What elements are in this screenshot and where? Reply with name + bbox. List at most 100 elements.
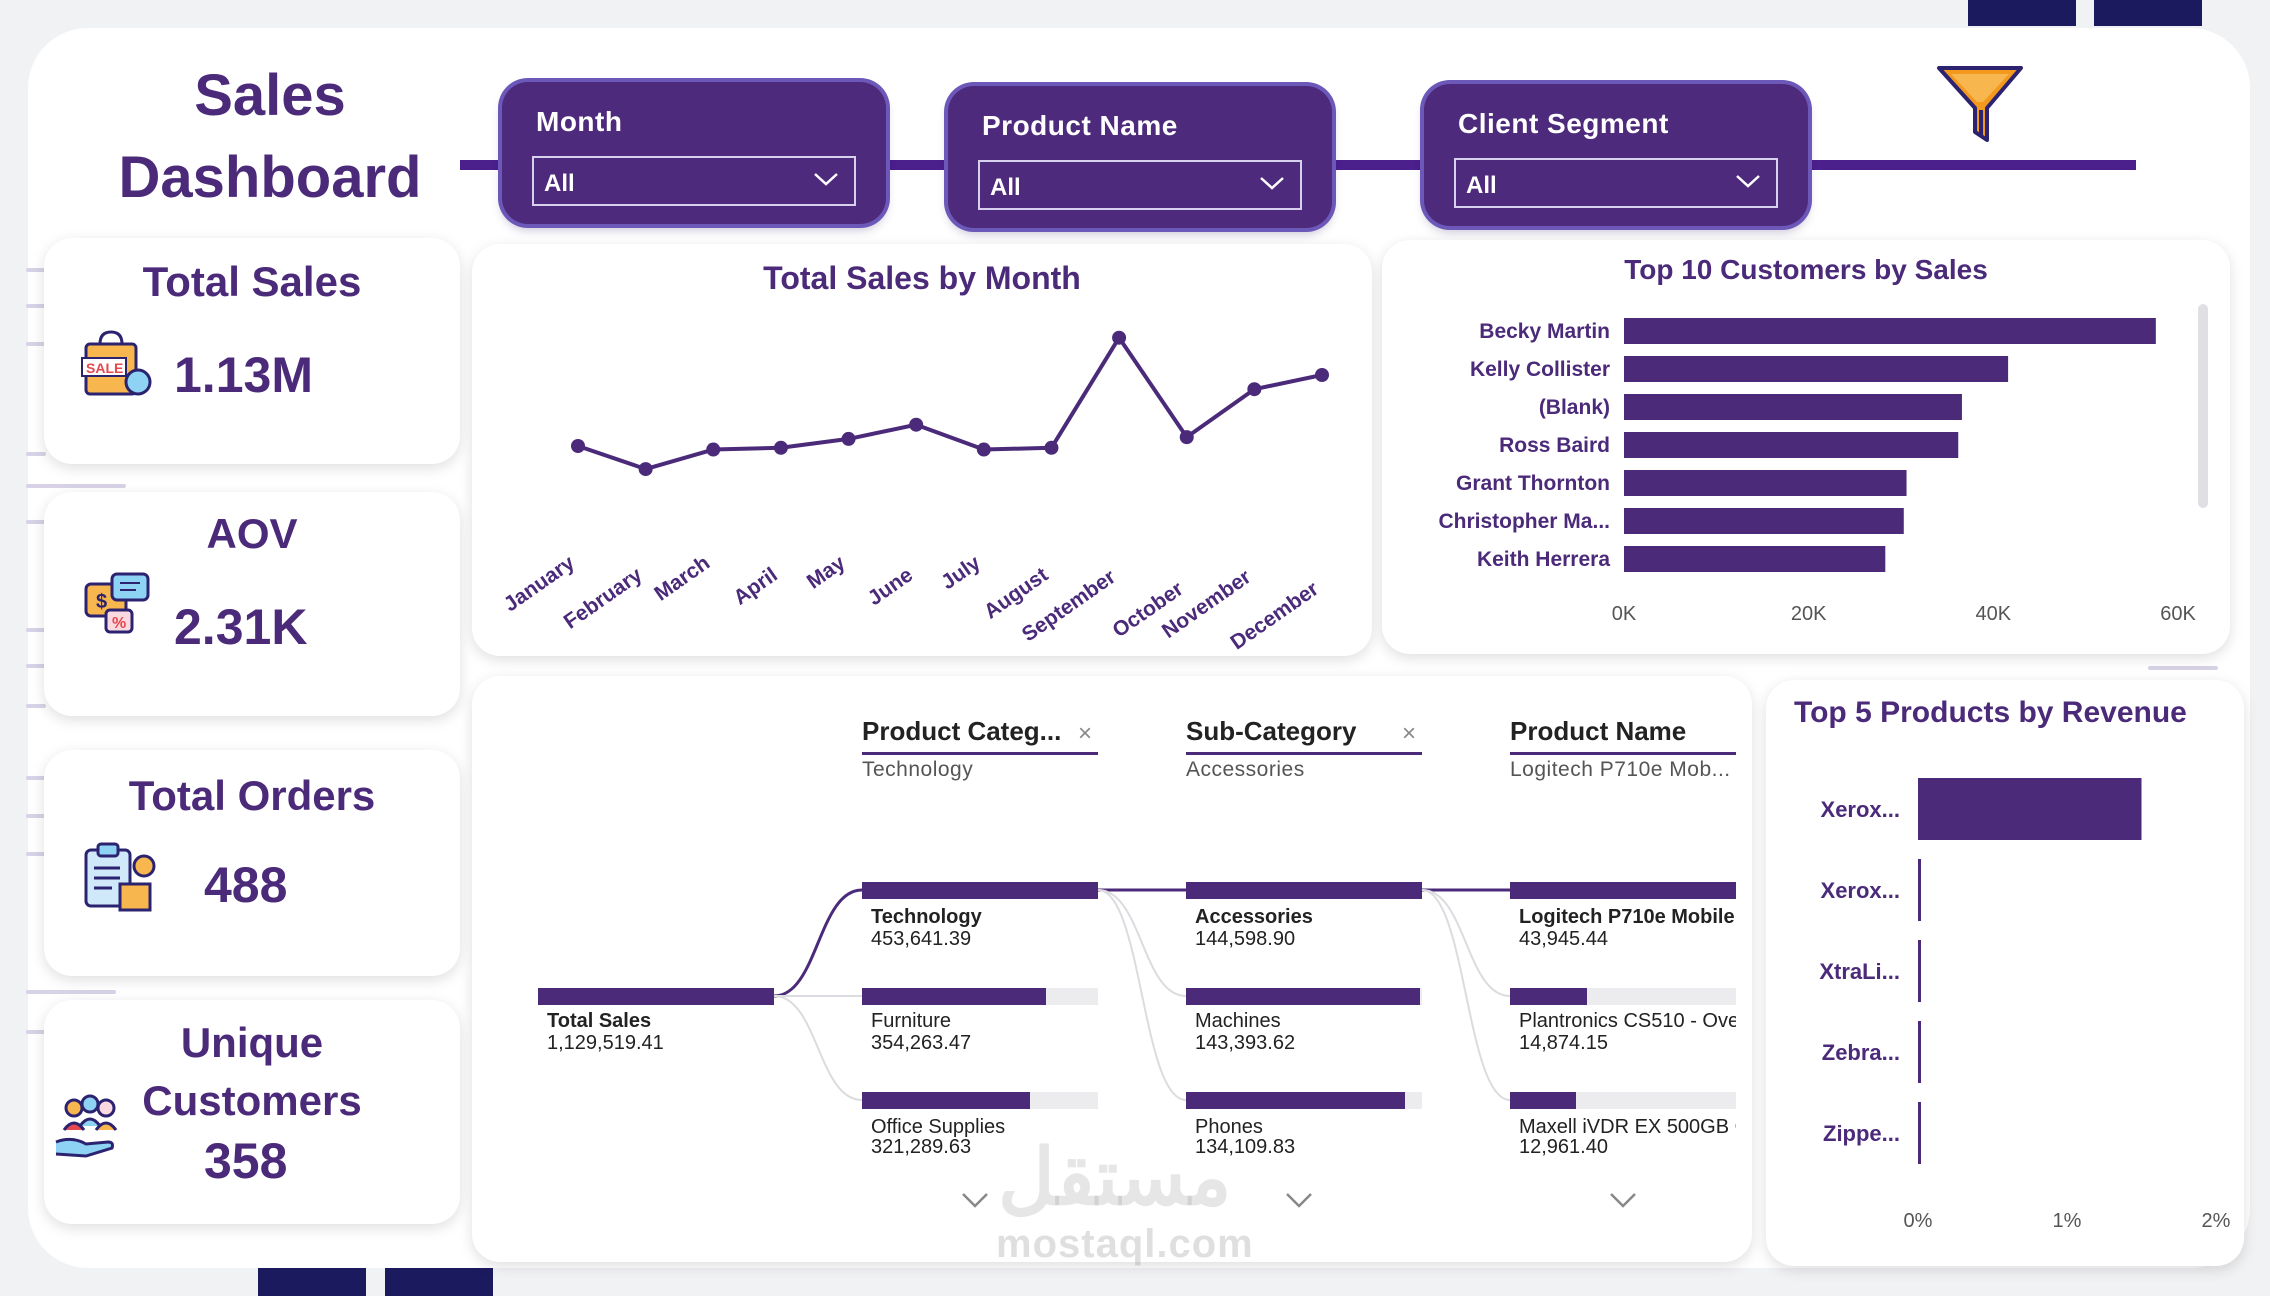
level-2-node-name: Phones — [1195, 1116, 1263, 1138]
level-3-node-name: Maxell iVDR EX 500GB Cartridge — [1519, 1116, 1736, 1138]
customers-chart-plot: Becky Martin Kelly Collister (Blank) Ross B… — [1438, 318, 2196, 625]
level-1-node-value: 321,289.63 — [871, 1136, 972, 1158]
product-bar[interactable] — [1918, 940, 1921, 1002]
month-dropdown-value: All — [544, 170, 575, 197]
level-3-node-bar[interactable] — [1510, 988, 1736, 1005]
level-3-node-name: Plantronics CS510 - Over-the-Head — [1519, 1010, 1736, 1032]
level-3-selected: Logitech P710e Mob... — [1510, 758, 1731, 781]
level-2-selected: Accessories — [1186, 758, 1305, 781]
sale-bag-icon: SALE — [81, 330, 152, 396]
customer-bar[interactable] — [1624, 356, 2009, 382]
customer-bar[interactable] — [1624, 546, 1886, 572]
side-dash — [26, 304, 46, 308]
data-point-december[interactable] — [1315, 368, 1329, 382]
svg-text:$: $ — [96, 591, 107, 613]
level-3-underline — [1510, 752, 1736, 755]
product-bar[interactable] — [1918, 1021, 1921, 1083]
x-tick-label: 60K — [2160, 603, 2196, 625]
title-line-2: Dashboard — [118, 145, 422, 210]
money-chat-icon: $ % — [84, 572, 150, 634]
customer-label: (Blank) — [1539, 396, 1610, 419]
close-icon[interactable]: × — [1078, 720, 1093, 747]
chevron-down-icon[interactable] — [1608, 1190, 1638, 1210]
customer-bar[interactable] — [1624, 318, 2156, 344]
page-title: Sales Dashboard — [60, 55, 480, 219]
data-point-march[interactable] — [706, 442, 721, 457]
level-2-header[interactable]: Sub-Category — [1186, 716, 1357, 746]
filter-funnel-icon[interactable] — [1935, 64, 2025, 144]
x-tick-label: January — [500, 551, 579, 616]
level-1-node-bar[interactable] — [862, 1092, 1098, 1109]
level-1-node-name: Furniture — [871, 1010, 952, 1032]
kpi-title-total-orders: Total Orders — [128, 772, 376, 819]
corner-block-bottom-1 — [258, 1266, 366, 1296]
side-dash — [26, 704, 46, 708]
month-dropdown[interactable]: All — [532, 156, 856, 206]
side-dash — [2148, 666, 2218, 670]
corner-block-top-1 — [1968, 0, 2076, 26]
level-2-node-value: 134,109.83 — [1195, 1136, 1296, 1158]
product-bar[interactable] — [1918, 778, 2142, 840]
level-3-node-bar[interactable] — [1510, 882, 1736, 899]
side-dash — [26, 814, 46, 818]
product-bar[interactable] — [1918, 859, 1921, 921]
data-point-july[interactable] — [976, 442, 991, 457]
level-1-selected: Technology — [862, 758, 974, 781]
data-point-april[interactable] — [773, 440, 788, 455]
kpi-title-total-sales: Total Sales — [142, 258, 362, 305]
level-3-header[interactable]: Product Name — [1510, 716, 1687, 746]
side-dash — [26, 268, 46, 272]
client-segment-dropdown[interactable]: All — [1454, 158, 1778, 208]
level-2-node-value: 144,598.90 — [1195, 928, 1296, 950]
kpi-title-unique-customers: Unique Customers — [44, 1014, 460, 1130]
data-point-february[interactable] — [638, 462, 653, 477]
client-segment-slicer-label: Client Segment — [1458, 108, 1669, 139]
data-point-may[interactable] — [841, 431, 856, 446]
data-point-january[interactable] — [571, 439, 585, 453]
level-1-node-bar[interactable] — [862, 882, 1098, 899]
level-1-header[interactable]: Product Categ... — [862, 716, 1062, 746]
side-dash — [26, 452, 46, 456]
chevron-down-icon[interactable] — [960, 1190, 990, 1210]
decomposition-link — [773, 888, 863, 998]
data-point-june[interactable] — [909, 417, 924, 432]
kpi-card-total-orders: Total Orders 488 — [44, 750, 460, 976]
product-name-dropdown-value: All — [990, 174, 1021, 201]
side-dash — [26, 664, 46, 668]
level-2-node-bar[interactable] — [1186, 882, 1422, 899]
customer-bar[interactable] — [1624, 432, 1959, 458]
chevron-down-icon — [814, 173, 838, 186]
level-2-node-bar[interactable] — [1186, 988, 1422, 1005]
client-segment-dropdown-value: All — [1466, 172, 1497, 199]
clipboard-order-icon — [84, 842, 156, 912]
level-2-node-bar[interactable] — [1186, 1092, 1422, 1109]
kpi-value-total-sales: 1.13M — [174, 347, 313, 403]
customer-bar[interactable] — [1624, 394, 1962, 420]
level-1-node-bar[interactable] — [862, 988, 1098, 1005]
root-node-bar[interactable] — [538, 988, 774, 1005]
chevron-down-icon[interactable] — [1284, 1190, 1314, 1210]
customers-chart-scrollbar[interactable] — [2198, 304, 2208, 508]
sales-series-line — [577, 335, 1323, 472]
kpi-card-unique-customers: Unique Customers 358 — [44, 1000, 460, 1224]
customer-label: Keith Herrera — [1477, 548, 1610, 571]
close-icon[interactable]: × — [1402, 720, 1417, 747]
data-point-october[interactable] — [1179, 430, 1194, 445]
level-3-node-bar[interactable] — [1510, 1092, 1736, 1109]
customer-bar[interactable] — [1624, 470, 1907, 496]
kpi-card-aov: AOV $ % 2.31K — [44, 492, 460, 716]
data-point-september[interactable] — [1112, 330, 1127, 345]
kpi-title-line-1: Unique — [180, 1019, 324, 1066]
product-bar[interactable] — [1918, 1102, 1921, 1164]
customer-label: Ross Baird — [1499, 434, 1610, 457]
level-3-node-value: 14,874.15 — [1519, 1032, 1608, 1054]
data-point-august[interactable] — [1044, 440, 1059, 455]
side-dash — [26, 520, 46, 524]
side-dash — [26, 776, 46, 780]
data-point-november[interactable] — [1247, 382, 1262, 397]
products-chart-plot: Xerox... Xerox... XtraLi... Zebra... Zippe..… — [1819, 778, 2231, 1232]
customer-bar[interactable] — [1624, 508, 1904, 534]
kpi-title-line-2: Customers — [142, 1077, 362, 1124]
x-tick-label: April — [729, 563, 781, 609]
product-name-dropdown[interactable]: All — [978, 160, 1302, 210]
